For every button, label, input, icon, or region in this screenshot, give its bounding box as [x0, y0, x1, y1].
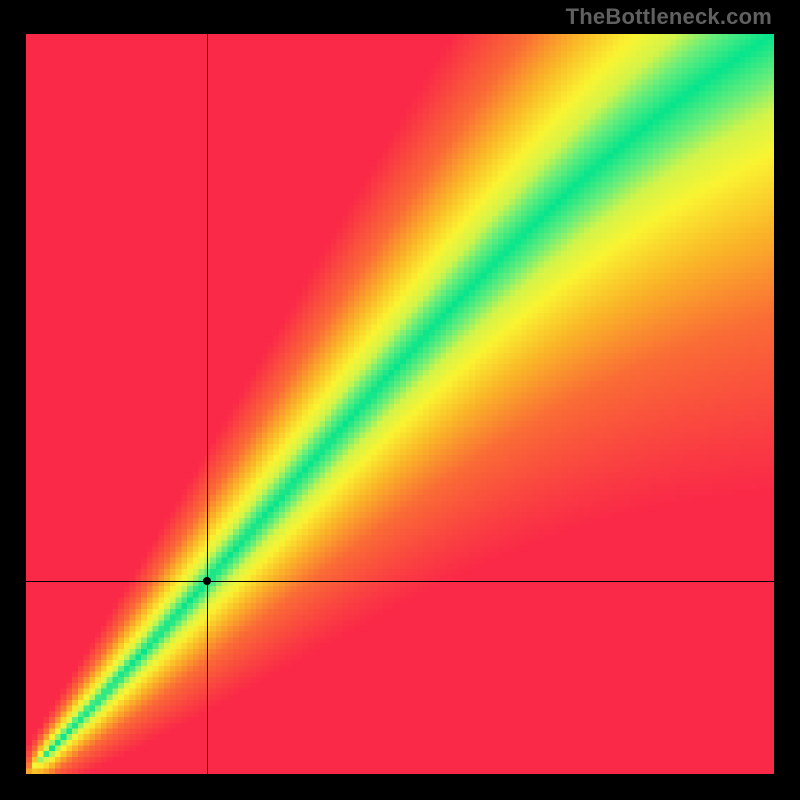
chart-frame [0, 0, 800, 800]
heatmap-canvas-container [26, 34, 774, 774]
heatmap-canvas [26, 34, 774, 774]
watermark-text: TheBottleneck.com [566, 4, 772, 30]
